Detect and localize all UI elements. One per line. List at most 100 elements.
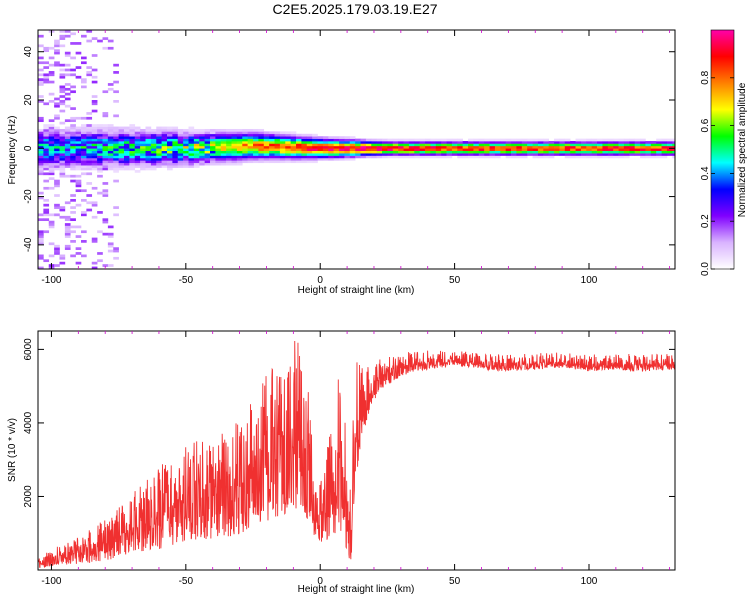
heatmap-cell bbox=[322, 155, 329, 159]
heatmap-cell bbox=[500, 150, 506, 154]
heatmap-cell bbox=[38, 256, 44, 260]
heatmap-cell bbox=[543, 145, 549, 149]
heatmap-cell bbox=[102, 167, 109, 171]
heatmap-cell bbox=[107, 167, 114, 171]
colorbar-tick-label: 0.2 bbox=[700, 214, 711, 228]
heatmap-cell bbox=[113, 256, 119, 260]
heatmap-cell bbox=[107, 160, 114, 164]
heatmap-cell bbox=[70, 254, 76, 258]
heatmap-cell bbox=[645, 143, 652, 147]
heatmap-cell bbox=[172, 162, 179, 166]
heatmap-cell bbox=[102, 182, 109, 185]
heatmap-cell bbox=[48, 242, 55, 246]
heatmap-cell bbox=[38, 83, 44, 86]
heatmap-cell bbox=[75, 155, 82, 159]
heatmap-cell bbox=[231, 131, 238, 135]
heatmap-cell bbox=[124, 141, 130, 144]
x-tick-label: 0 bbox=[317, 576, 323, 587]
heatmap-cell bbox=[140, 138, 146, 142]
heatmap-cell bbox=[468, 148, 474, 151]
heatmap-cell bbox=[629, 143, 635, 147]
heatmap-cell bbox=[226, 153, 232, 156]
heatmap-cell bbox=[161, 141, 168, 144]
heatmap-cell bbox=[193, 148, 200, 151]
heatmap-cell bbox=[586, 141, 592, 144]
heatmap-cell bbox=[193, 153, 200, 156]
heatmap-cell bbox=[521, 148, 528, 151]
heatmap-cell bbox=[414, 155, 420, 159]
heatmap-cell bbox=[75, 143, 82, 147]
heatmap-cell bbox=[403, 141, 410, 144]
heatmap-cell bbox=[81, 167, 87, 171]
heatmap-cell bbox=[38, 165, 44, 168]
heatmap-cell bbox=[113, 165, 119, 168]
heatmap-cell bbox=[107, 145, 114, 149]
heatmap-cell bbox=[118, 160, 125, 164]
heatmap-cell bbox=[97, 141, 103, 144]
heatmap-cell bbox=[317, 150, 324, 154]
heatmap-cell bbox=[408, 150, 415, 154]
heatmap-cell bbox=[64, 51, 71, 55]
heatmap-cell bbox=[183, 157, 189, 161]
heatmap-cell bbox=[419, 155, 426, 159]
heatmap-cell bbox=[640, 148, 646, 151]
heatmap-cell bbox=[322, 138, 329, 142]
heatmap-cell bbox=[167, 157, 173, 161]
heatmap-cell bbox=[306, 155, 313, 159]
heatmap-cell bbox=[75, 162, 82, 166]
heatmap-cell bbox=[113, 157, 119, 161]
heatmap-cell bbox=[86, 165, 93, 168]
heatmap-cell bbox=[38, 266, 44, 269]
heatmap-cell bbox=[210, 145, 216, 149]
heatmap-cell bbox=[285, 155, 291, 159]
heatmap-cell bbox=[623, 148, 630, 151]
heatmap-cell bbox=[484, 143, 490, 147]
heatmap-cell bbox=[650, 145, 657, 149]
x-tick-label: -100 bbox=[41, 275, 61, 286]
heatmap-cell bbox=[86, 208, 93, 212]
heatmap-cell bbox=[64, 104, 71, 108]
colorbar-tick-label: 0.0 bbox=[700, 262, 711, 276]
heatmap-cell bbox=[107, 138, 114, 142]
heatmap-cell bbox=[177, 131, 184, 135]
heatmap-cell bbox=[70, 206, 76, 209]
heatmap-cell bbox=[559, 141, 566, 144]
heatmap-cell bbox=[220, 136, 227, 139]
heatmap-cell bbox=[365, 145, 372, 149]
heatmap-cell bbox=[38, 141, 44, 144]
heatmap-cell bbox=[575, 138, 582, 142]
heatmap-cell bbox=[640, 153, 646, 156]
heatmap-cell bbox=[570, 141, 576, 144]
heatmap-cell bbox=[97, 124, 103, 127]
heatmap-cell bbox=[296, 143, 302, 147]
heatmap-cell bbox=[48, 155, 55, 159]
heatmap-cell bbox=[97, 259, 103, 263]
heatmap-cell bbox=[193, 155, 200, 159]
heatmap-cell bbox=[59, 133, 66, 137]
heatmap-cell bbox=[150, 141, 157, 144]
heatmap-cell bbox=[145, 160, 152, 164]
heatmap-cell bbox=[285, 145, 291, 149]
heatmap-cell bbox=[344, 141, 351, 144]
heatmap-cell bbox=[134, 150, 141, 154]
heatmap-cell bbox=[414, 138, 420, 142]
heatmap-cell bbox=[494, 141, 501, 144]
heatmap-cell bbox=[473, 143, 480, 147]
heatmap-cell bbox=[150, 162, 157, 166]
heatmap-cell bbox=[107, 165, 114, 168]
heatmap-cell bbox=[623, 153, 630, 156]
heatmap-cell bbox=[220, 145, 227, 149]
heatmap-cell bbox=[634, 143, 641, 147]
heatmap-cell bbox=[102, 90, 109, 94]
heatmap-cell bbox=[607, 153, 614, 156]
heatmap-cell bbox=[54, 138, 60, 142]
heatmap-cell bbox=[81, 80, 87, 84]
heatmap-cell bbox=[494, 145, 501, 149]
heatmap-cell bbox=[661, 143, 668, 147]
heatmap-cell bbox=[199, 150, 205, 154]
heatmap-cell bbox=[38, 133, 44, 137]
heatmap-cell bbox=[70, 141, 76, 144]
heatmap-cell bbox=[150, 160, 157, 164]
heatmap-cell bbox=[322, 157, 329, 161]
heatmap-cell bbox=[430, 148, 437, 151]
